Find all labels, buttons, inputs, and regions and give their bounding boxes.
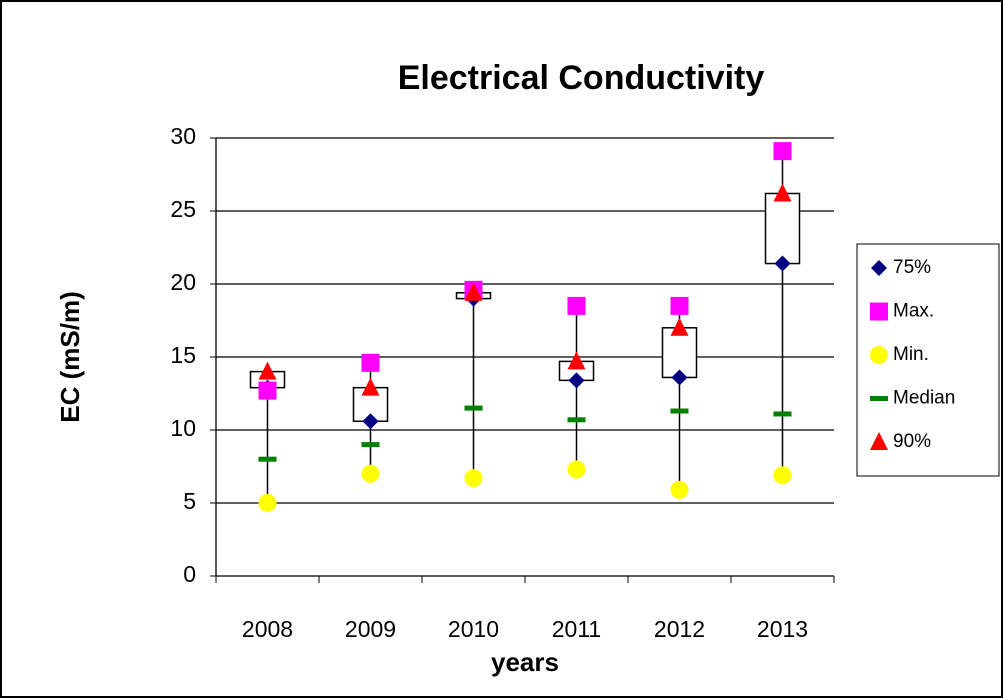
- marker-circle: [773, 466, 792, 485]
- marker-square: [670, 296, 689, 315]
- y-tick-label: 20: [170, 269, 196, 295]
- marker-triangle: [258, 361, 277, 380]
- x-tick-label: 2008: [242, 616, 293, 642]
- marker-circle: [361, 464, 380, 483]
- marker-triangle: [870, 432, 888, 450]
- legend-label: Median: [893, 388, 955, 409]
- marker-circle: [670, 480, 689, 499]
- up-down-bar: [661, 327, 698, 379]
- up-down-bar: [764, 192, 801, 265]
- marker-dash: [773, 411, 792, 417]
- marker-dash: [870, 396, 888, 401]
- marker-circle: [567, 460, 586, 479]
- marker-triangle: [670, 317, 689, 336]
- marker-circle: [464, 469, 483, 488]
- marker-dash: [258, 456, 277, 462]
- y-tick-label: 10: [170, 415, 196, 441]
- marker-circle: [258, 494, 277, 512]
- marker-dash: [361, 442, 380, 448]
- chart-title: Electrical Conductivity: [398, 59, 765, 97]
- y-tick-label: 5: [183, 488, 196, 514]
- legend-label: 75%: [893, 257, 931, 278]
- y-axis-label: EC (mS/m): [55, 291, 85, 422]
- x-tick-label: 2012: [654, 616, 705, 642]
- marker-square: [258, 381, 277, 400]
- marker-diamond: [774, 255, 791, 272]
- marker-triangle: [567, 351, 586, 370]
- y-tick-label: 30: [170, 123, 196, 149]
- legend-label: Min.: [893, 344, 929, 365]
- x-tick-label: 2010: [448, 616, 499, 642]
- marker-diamond: [671, 369, 688, 386]
- x-tick-label: 2011: [552, 616, 601, 642]
- x-axis-label: years: [491, 647, 559, 677]
- x-tick-label: 2009: [345, 616, 396, 642]
- marker-diamond: [871, 260, 887, 276]
- y-tick-label: 25: [170, 196, 196, 222]
- legend-label: Max.: [893, 301, 934, 322]
- y-tick-label: 15: [170, 342, 196, 368]
- marker-square: [773, 142, 792, 161]
- marker-triangle: [361, 377, 380, 396]
- legend-label: 90%: [893, 431, 931, 452]
- marker-square: [567, 296, 586, 315]
- marker-triangle: [464, 282, 483, 301]
- y-tick-label: 0: [183, 561, 196, 587]
- marker-triangle: [773, 183, 792, 202]
- marker-dash: [464, 405, 483, 411]
- marker-dash: [670, 408, 689, 414]
- marker-circle: [870, 346, 888, 364]
- x-tick-label: 2013: [757, 616, 808, 642]
- marker-square: [361, 353, 380, 372]
- marker-dash: [567, 417, 586, 423]
- marker-diamond: [568, 372, 585, 389]
- marker-diamond: [362, 413, 379, 430]
- marker-square: [870, 302, 888, 321]
